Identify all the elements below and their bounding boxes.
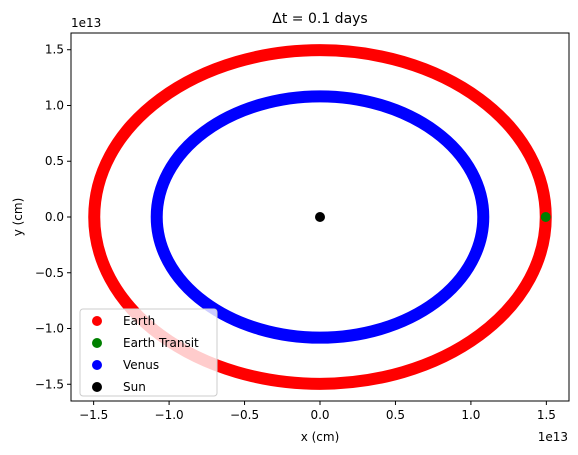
x-tick-label: −1.0 [155, 408, 184, 422]
y-tick-label: 0.0 [45, 210, 64, 224]
y-axis-label: y (cm) [11, 198, 25, 237]
y-offset-text: 1e13 [71, 16, 101, 30]
x-axis-ticks: −1.5 −1.0 −0.5 0.0 0.5 1.0 1.5 [79, 401, 556, 422]
x-axis-label: x (cm) [301, 430, 340, 444]
y-tick-label: 0.5 [45, 154, 64, 168]
point-sun [315, 212, 325, 222]
chart-title: Δt = 0.1 days [272, 11, 367, 27]
y-tick-label: 1.0 [45, 98, 64, 112]
x-tick-label: 1.0 [461, 408, 480, 422]
legend: Earth Earth Transit Venus Sun [79, 308, 218, 397]
legend-label: Sun [123, 380, 146, 394]
legend-box [79, 308, 218, 397]
y-tick-label: −0.5 [35, 266, 64, 280]
x-tick-label: 1.5 [537, 408, 556, 422]
legend-label: Earth [123, 314, 155, 328]
legend-marker [92, 316, 102, 326]
x-tick-label: −0.5 [230, 408, 259, 422]
legend-label: Earth Transit [123, 336, 199, 350]
x-offset-text: 1e13 [538, 430, 568, 444]
legend-label: Venus [123, 358, 159, 372]
legend-marker [92, 360, 102, 370]
orbit-venus [150, 90, 490, 344]
y-axis-ticks: −1.5 −1.0 −0.5 0.0 0.5 1.0 1.5 [35, 43, 71, 391]
y-tick-label: 1.5 [45, 43, 64, 57]
x-tick-label: −1.5 [79, 408, 108, 422]
legend-marker [92, 338, 102, 348]
x-tick-label: 0.5 [386, 408, 405, 422]
y-tick-label: −1.5 [35, 377, 64, 391]
legend-marker [92, 382, 102, 392]
plot-marks [88, 44, 552, 390]
y-tick-label: −1.0 [35, 322, 64, 336]
x-tick-label: 0.0 [310, 408, 329, 422]
point-earth-transit [540, 212, 551, 222]
